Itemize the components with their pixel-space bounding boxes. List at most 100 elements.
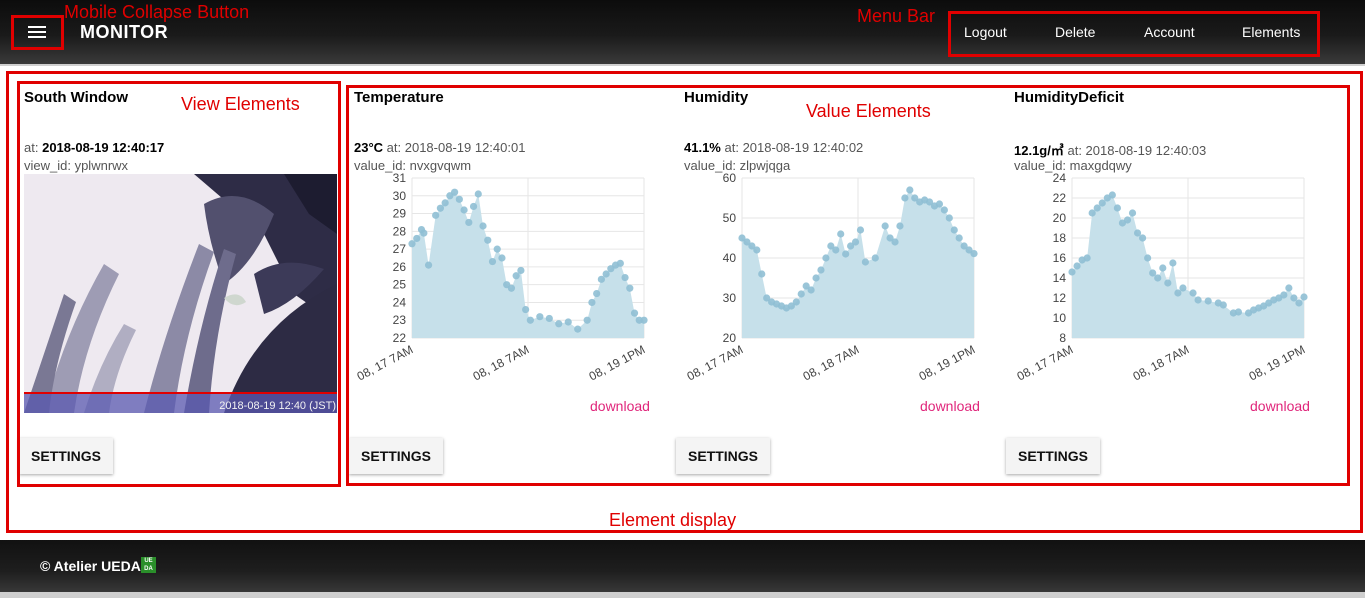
value-at: at: 2018-08-19 12:40:02	[724, 140, 864, 155]
y-tick-label: 60	[723, 171, 737, 185]
data-point	[488, 257, 497, 266]
brand-title: MONITOR	[80, 22, 169, 42]
mobile-collapse-button[interactable]	[12, 15, 62, 49]
data-point	[1189, 289, 1197, 297]
data-point	[802, 282, 810, 290]
temperature-settings-button[interactable]: SETTINGS	[349, 438, 443, 474]
data-point	[1300, 293, 1308, 301]
download-link[interactable]: download	[920, 398, 980, 414]
y-tick-label: 18	[1053, 231, 1067, 245]
data-point	[536, 313, 544, 321]
view-timestamp: at: 2018-08-19 12:40:17	[24, 140, 164, 155]
data-point	[856, 226, 865, 234]
data-point	[621, 273, 629, 282]
humidity-settings-button[interactable]: SETTINGS	[676, 438, 770, 474]
data-point	[512, 272, 520, 280]
y-tick-label: 10	[1053, 311, 1067, 325]
data-point	[1133, 229, 1142, 237]
download-link[interactable]: download	[590, 398, 650, 414]
data-point	[945, 214, 953, 222]
data-point	[479, 222, 487, 230]
data-point	[832, 246, 840, 254]
camera-image: 2018-08-19 12:40 (JST)	[24, 174, 337, 413]
data-point	[413, 234, 421, 243]
data-point	[1204, 297, 1212, 305]
data-point	[469, 202, 478, 211]
value-title: Humidity	[684, 89, 749, 106]
data-point	[846, 242, 855, 250]
value-card-humidity-deficit: HumidityDeficit 12.1g/㎥ at: 2018-08-19 1…	[1014, 86, 1314, 416]
data-point	[626, 284, 634, 292]
camera-timestamp: 2018-08-19 12:40 (JST)	[219, 400, 336, 412]
y-tick-label: 29	[393, 207, 407, 221]
header-divider	[0, 64, 1365, 66]
data-point	[792, 298, 800, 306]
data-point	[1219, 301, 1227, 309]
menu-elements[interactable]: Elements	[1242, 24, 1301, 40]
menu-delete[interactable]: Delete	[1055, 24, 1096, 40]
data-point	[812, 274, 820, 282]
data-point	[886, 234, 894, 242]
data-point	[1144, 254, 1152, 262]
y-tick-label: 23	[393, 313, 407, 327]
data-point	[507, 284, 516, 292]
value-title: Temperature	[354, 89, 444, 106]
data-point	[436, 204, 445, 212]
annotation-box-mobile-collapse	[11, 15, 64, 50]
data-point	[787, 302, 795, 310]
view-card-south-window: South Window at: 2018-08-19 12:40:17 vie…	[24, 86, 337, 486]
value-current: 12.1g/㎥	[1014, 143, 1064, 158]
value-title: HumidityDeficit	[1014, 89, 1125, 106]
y-tick-label: 8	[1059, 331, 1066, 345]
data-point	[1154, 274, 1162, 282]
data-point	[861, 258, 870, 266]
data-point	[965, 246, 973, 254]
data-point	[753, 246, 761, 254]
data-point	[432, 211, 440, 219]
data-point	[455, 195, 463, 203]
y-tick-label: 16	[1053, 251, 1067, 265]
y-tick-label: 28	[393, 224, 407, 238]
value-card-temperature: Temperature 23°C at: 2018-08-19 12:40:01…	[354, 86, 654, 416]
data-point	[441, 199, 449, 207]
data-point	[1159, 264, 1167, 272]
y-tick-label: 22	[1053, 191, 1067, 205]
y-tick-label: 31	[393, 171, 407, 185]
y-tick-label: 24	[393, 295, 407, 309]
menu-logout[interactable]: Logout	[964, 24, 1007, 40]
annotation-value-elements: Value Elements	[806, 101, 931, 121]
data-point	[640, 316, 648, 324]
hamburger-icon-bar	[28, 26, 46, 28]
annotation-element-display: Element display	[609, 510, 737, 530]
y-tick-label: 50	[723, 211, 737, 225]
bottom-strip	[0, 592, 1365, 598]
data-point	[822, 254, 830, 262]
value-at: at: 2018-08-19 12:40:01	[386, 140, 526, 155]
data-point	[408, 240, 416, 248]
data-point	[583, 316, 591, 324]
data-point	[896, 222, 904, 230]
menu-account[interactable]: Account	[1144, 24, 1195, 40]
annotation-box-value-elements	[346, 85, 1350, 486]
value-at: at: 2018-08-19 12:40:03	[1067, 143, 1207, 158]
data-point	[911, 194, 919, 202]
humidity-deficit-settings-button[interactable]: SETTINGS	[1006, 438, 1100, 474]
data-point	[955, 234, 963, 242]
value-card-humidity: Humidity 41.1% at: 2018-08-19 12:40:02 v…	[684, 86, 984, 416]
view-id: view_id: yplwnrwx	[24, 158, 129, 173]
value-current: 23°C	[354, 140, 384, 155]
view-at-time: 2018-08-19 12:40:17	[42, 140, 165, 155]
view-settings-button[interactable]: SETTINGS	[19, 438, 113, 474]
annotation-menu-bar: Menu Bar	[857, 6, 936, 26]
download-link[interactable]: download	[1250, 398, 1310, 414]
data-point	[743, 238, 751, 246]
data-point	[1290, 294, 1298, 302]
data-point	[493, 245, 501, 253]
data-point	[484, 236, 492, 244]
y-tick-label: 24	[1053, 171, 1067, 185]
value-id: value_id: maxgdqwy	[1014, 158, 1132, 173]
data-point	[1083, 254, 1091, 262]
data-point	[842, 250, 850, 258]
data-point	[1280, 291, 1288, 299]
